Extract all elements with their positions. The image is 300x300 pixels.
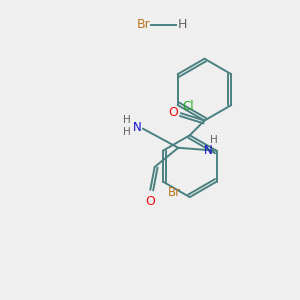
Text: Br: Br xyxy=(136,18,150,32)
Text: H: H xyxy=(210,135,218,146)
Text: Cl: Cl xyxy=(182,100,194,113)
Text: H: H xyxy=(123,116,130,125)
Text: Br: Br xyxy=(167,186,181,199)
Text: H: H xyxy=(123,127,130,137)
Text: N: N xyxy=(204,144,213,157)
Text: O: O xyxy=(168,106,178,118)
Text: O: O xyxy=(145,195,155,208)
Text: H: H xyxy=(178,18,187,32)
Text: N: N xyxy=(133,121,141,134)
